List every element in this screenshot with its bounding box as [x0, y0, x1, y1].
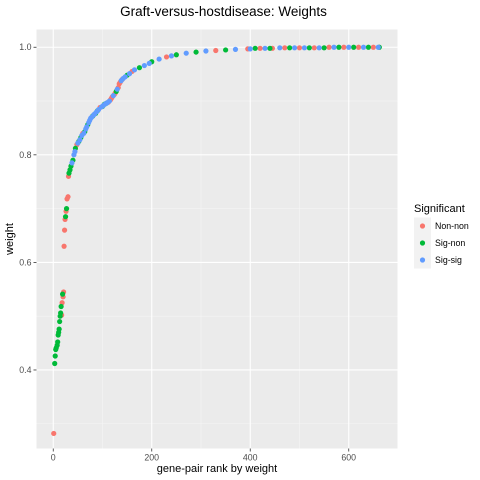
data-point: [375, 44, 381, 50]
minor-gridlines: [36, 29, 398, 449]
x-tick-label: 600: [341, 453, 356, 463]
data-point: [370, 44, 376, 50]
data-point: [365, 44, 372, 50]
data-point: [84, 124, 90, 130]
data-point: [57, 318, 63, 325]
data-point: [146, 60, 152, 66]
data-point: [346, 44, 352, 50]
legend: Significant Non-non Sig-non Sig-sig: [414, 203, 469, 269]
legend-swatch-non-non: [419, 223, 426, 229]
data-point: [69, 160, 75, 166]
data-point: [232, 46, 239, 53]
data-point: [301, 45, 308, 51]
legend-label-non-non: Non-non: [435, 221, 469, 231]
data-point: [277, 45, 283, 51]
data-point: [360, 44, 367, 50]
y-axis-title: weight: [4, 223, 16, 256]
data-point: [341, 44, 347, 50]
chart-title: Graft-versus-hostdisease: Weights: [120, 4, 327, 19]
data-point: [58, 310, 64, 316]
data-point: [163, 54, 170, 60]
data-point: [223, 47, 229, 53]
data-point: [351, 44, 357, 50]
data-point: [355, 44, 362, 50]
data-point: [316, 45, 322, 51]
data-point: [213, 47, 219, 54]
data-point: [247, 46, 253, 52]
legend-swatch-sig-sig: [419, 257, 426, 263]
data-point: [55, 339, 61, 345]
x-tick-label: 0: [51, 453, 56, 463]
data-point: [58, 303, 64, 310]
data-point: [62, 214, 69, 220]
data-point: [77, 137, 83, 143]
data-point: [65, 194, 71, 200]
data-point: [114, 86, 120, 92]
data-point: [168, 53, 175, 59]
data-point: [193, 49, 199, 55]
data-point: [257, 45, 263, 51]
data-point: [63, 206, 70, 212]
data-point: [291, 45, 298, 51]
data-point: [311, 45, 317, 51]
data-point: [81, 130, 87, 136]
data-point: [336, 44, 342, 50]
data-point: [321, 45, 327, 51]
plot-panel: [36, 29, 398, 449]
data-point: [287, 45, 293, 51]
major-gridlines: [36, 29, 398, 449]
data-point: [72, 149, 78, 155]
y-tick-label: 0.6: [19, 257, 31, 267]
legend-label-sig-sig: Sig-sig: [435, 255, 462, 265]
legend-label-sig-non: Sig-non: [435, 238, 465, 248]
data-point: [136, 65, 143, 71]
data-point: [331, 44, 337, 50]
data-point: [52, 353, 58, 359]
data-point: [51, 430, 57, 437]
data-point: [131, 67, 138, 73]
data-point: [252, 45, 258, 51]
data-point: [106, 98, 112, 104]
y-tick-label: 0.8: [19, 150, 31, 160]
series-sig-sig: [69, 44, 381, 166]
x-tick-label: 400: [243, 453, 258, 463]
data-point: [52, 360, 58, 367]
data-point: [296, 45, 303, 51]
data-point: [282, 45, 288, 51]
data-point: [110, 93, 116, 99]
data-point: [326, 44, 332, 50]
data-point: [61, 227, 68, 233]
data-point: [60, 291, 66, 297]
y-axis: 0.4 0.6 0.8 1.0: [19, 42, 37, 375]
data-point: [141, 62, 147, 69]
data-point: [267, 45, 273, 51]
legend-title: Significant: [414, 203, 465, 215]
data-point: [122, 74, 128, 80]
legend-swatch-sig-non: [419, 240, 426, 246]
data-point: [156, 56, 162, 62]
data-points: [51, 44, 382, 437]
data-point: [173, 52, 179, 58]
y-tick-label: 1.0: [19, 42, 31, 52]
y-tick-label: 0.4: [19, 365, 31, 375]
data-point: [306, 45, 312, 51]
data-point: [203, 48, 209, 54]
x-tick-label: 200: [144, 453, 159, 463]
x-axis: 0 200 400 600: [51, 448, 356, 463]
data-point: [183, 50, 189, 56]
data-point: [262, 45, 268, 51]
data-point: [56, 326, 62, 332]
data-point: [61, 243, 67, 249]
data-point: [126, 71, 133, 77]
x-axis-title: gene-pair rank by weight: [157, 463, 277, 475]
